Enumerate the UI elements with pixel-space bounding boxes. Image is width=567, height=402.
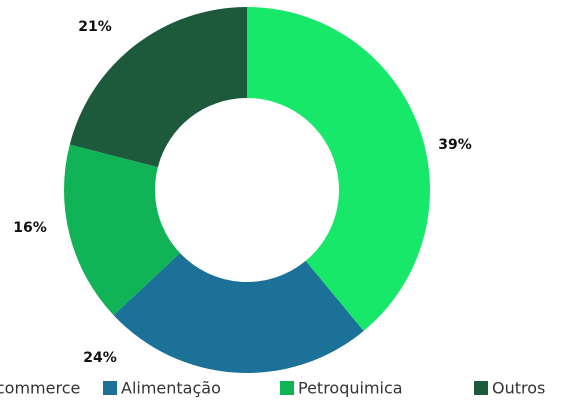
legend-label: Petroquimica xyxy=(298,379,403,398)
slice-label: 16% xyxy=(13,220,47,236)
legend-label: Outros xyxy=(492,379,545,398)
slice-label: 21% xyxy=(78,19,112,35)
donut-slice xyxy=(113,252,364,373)
legend-swatch xyxy=(280,381,294,395)
donut-slice xyxy=(63,144,180,316)
legend-swatch xyxy=(103,381,117,395)
slice-label: 39% xyxy=(438,137,472,153)
donut-slice xyxy=(69,7,247,168)
legend-label: Alimentação xyxy=(121,379,221,398)
slice-label: 24% xyxy=(83,350,117,366)
legend-swatch xyxy=(474,381,488,395)
donut-slice xyxy=(247,7,430,332)
legend-label: E-commerce xyxy=(0,379,80,398)
